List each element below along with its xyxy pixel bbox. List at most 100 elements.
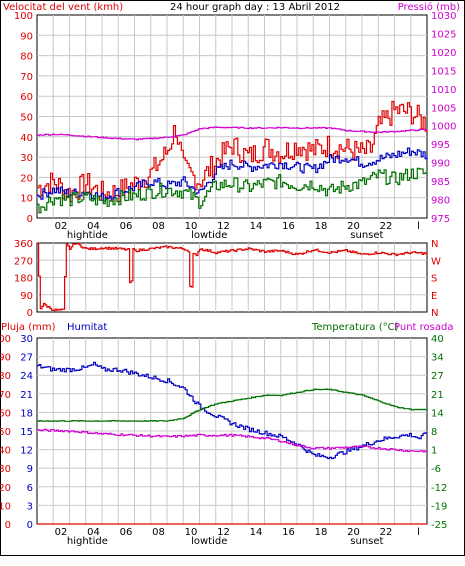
y-tick-label-right: 995 xyxy=(431,140,450,151)
wind-axis-title: Velocitat del vent (kmh) xyxy=(3,2,123,13)
y-tick-label-right: E xyxy=(431,291,437,302)
pressure-axis-title: Pressió (mb) xyxy=(398,1,460,13)
y-tick-label: 0 xyxy=(27,308,33,319)
x-tick-label: 08 xyxy=(152,221,165,232)
y-tick-label-right: 1 xyxy=(431,446,437,457)
y-tick-label-right: 27 xyxy=(431,371,444,382)
dewpoint-axis-title: Punt rosada xyxy=(394,322,453,333)
y-tick-label: 0 xyxy=(5,520,11,531)
rain-axis-title: Pluja (mm) xyxy=(1,322,56,333)
y-tick-label-right: -19 xyxy=(431,501,447,512)
y-tick-label: 12 xyxy=(20,446,33,457)
x-tick-label: 16 xyxy=(282,527,295,538)
y-tick-label: 100 xyxy=(0,334,11,345)
y-tick-label: 80 xyxy=(20,52,33,63)
y-tick-label-right: 8 xyxy=(431,427,437,438)
y-tick-label: 30 xyxy=(20,334,33,345)
y-tick-label-right: 1025 xyxy=(431,29,456,40)
y-tick-label-right: -12 xyxy=(431,483,447,494)
x-event-label: hightide xyxy=(67,230,108,241)
humidity-panel-series-1 xyxy=(37,388,428,422)
x-tick-label: 16 xyxy=(282,221,295,232)
y-tick-label-right: 980 xyxy=(431,196,450,207)
y-tick-label: 40 xyxy=(20,133,33,144)
y-tick-label: 60 xyxy=(0,408,11,419)
y-tick-label: 0 xyxy=(27,214,33,225)
y-tick-label: 50 xyxy=(0,427,11,438)
y-tick-label-right: 975 xyxy=(431,214,450,225)
y-tick-label: 15 xyxy=(20,427,33,438)
x-tick-label: 02 xyxy=(55,221,68,232)
y-tick-label: 9 xyxy=(27,464,33,475)
y-tick-label-right: 1030 xyxy=(431,11,456,22)
x-tick-label: 20 xyxy=(347,221,360,232)
humidity-axis-title: Humitat xyxy=(67,322,107,333)
direction-series xyxy=(37,242,428,312)
y-tick-label: 30 xyxy=(0,464,11,475)
pressure-series xyxy=(37,126,428,141)
y-tick-label: 6 xyxy=(27,483,33,494)
x-tick-label: 14 xyxy=(250,527,263,538)
y-tick-label-right: 40 xyxy=(431,334,444,345)
y-tick-label-right: 1000 xyxy=(431,122,456,133)
x-tick-label: 22 xyxy=(380,221,393,232)
x-tick-label: 14 xyxy=(250,221,263,232)
y-tick-label: 27 xyxy=(20,353,33,364)
y-tick-label: 180 xyxy=(14,274,33,285)
x-event-label: sunset xyxy=(350,230,383,241)
x-event-label: sunset xyxy=(350,536,383,547)
y-tick-label: 20 xyxy=(20,173,33,184)
x-tick-label: 10 xyxy=(185,221,198,232)
y-tick-label-right: 1015 xyxy=(431,66,456,77)
y-tick-label: 270 xyxy=(14,256,33,267)
humidity-panel-series-0 xyxy=(37,361,428,460)
humidity-panel-series-2 xyxy=(37,428,428,453)
x-tick-label: l xyxy=(417,221,420,232)
x-tick-label: 02 xyxy=(55,527,68,538)
wind-series-0 xyxy=(37,100,428,203)
y-tick-label: 30 xyxy=(20,153,33,164)
y-tick-label-right: 1005 xyxy=(431,103,456,114)
y-tick-label-right: 1020 xyxy=(431,48,456,59)
x-tick-label: 04 xyxy=(87,221,100,232)
x-event-label: lowtide xyxy=(191,230,227,241)
graph-title: 24 hour graph day : 13 Abril 2012 xyxy=(170,2,340,13)
y-tick-label-right: 985 xyxy=(431,177,450,188)
x-tick-label: 20 xyxy=(347,527,360,538)
y-tick-label: 40 xyxy=(0,446,11,457)
y-tick-label-right: 990 xyxy=(431,159,450,170)
y-tick-label-right: 14 xyxy=(431,408,444,419)
y-tick-label: 100 xyxy=(14,11,33,22)
y-tick-label-right: 34 xyxy=(431,353,444,364)
y-tick-label-right: -6 xyxy=(431,464,441,475)
y-tick-label: 70 xyxy=(0,390,11,401)
y-tick-label-right: W xyxy=(431,256,441,267)
y-tick-label: 360 xyxy=(14,239,33,250)
y-tick-label: 50 xyxy=(20,113,33,124)
x-tick-label: 08 xyxy=(152,527,165,538)
x-tick-label: 12 xyxy=(217,221,230,232)
x-tick-label: 04 xyxy=(87,527,100,538)
y-tick-label-right: 21 xyxy=(431,390,444,401)
y-tick-label: 18 xyxy=(20,408,33,419)
y-tick-label: 90 xyxy=(20,291,33,302)
y-tick-label: 90 xyxy=(20,31,33,42)
x-event-label: lowtide xyxy=(191,536,227,547)
y-tick-label: 21 xyxy=(20,390,33,401)
y-tick-label: 80 xyxy=(0,371,11,382)
x-tick-label: 18 xyxy=(315,527,328,538)
y-tick-label-right: 1010 xyxy=(431,85,456,96)
x-tick-label: 06 xyxy=(120,221,133,232)
y-tick-label-right: -25 xyxy=(431,520,447,531)
x-tick-label: 22 xyxy=(380,527,393,538)
x-tick-label: l xyxy=(417,527,420,538)
y-tick-label-right: S xyxy=(431,274,437,285)
wind-series-2 xyxy=(37,167,428,214)
y-tick-label: 70 xyxy=(20,72,33,83)
x-event-label: hightide xyxy=(67,536,108,547)
x-tick-label: 06 xyxy=(120,527,133,538)
y-tick-label: 60 xyxy=(20,92,33,103)
x-tick-label: 10 xyxy=(185,527,198,538)
x-tick-label: 12 xyxy=(217,527,230,538)
